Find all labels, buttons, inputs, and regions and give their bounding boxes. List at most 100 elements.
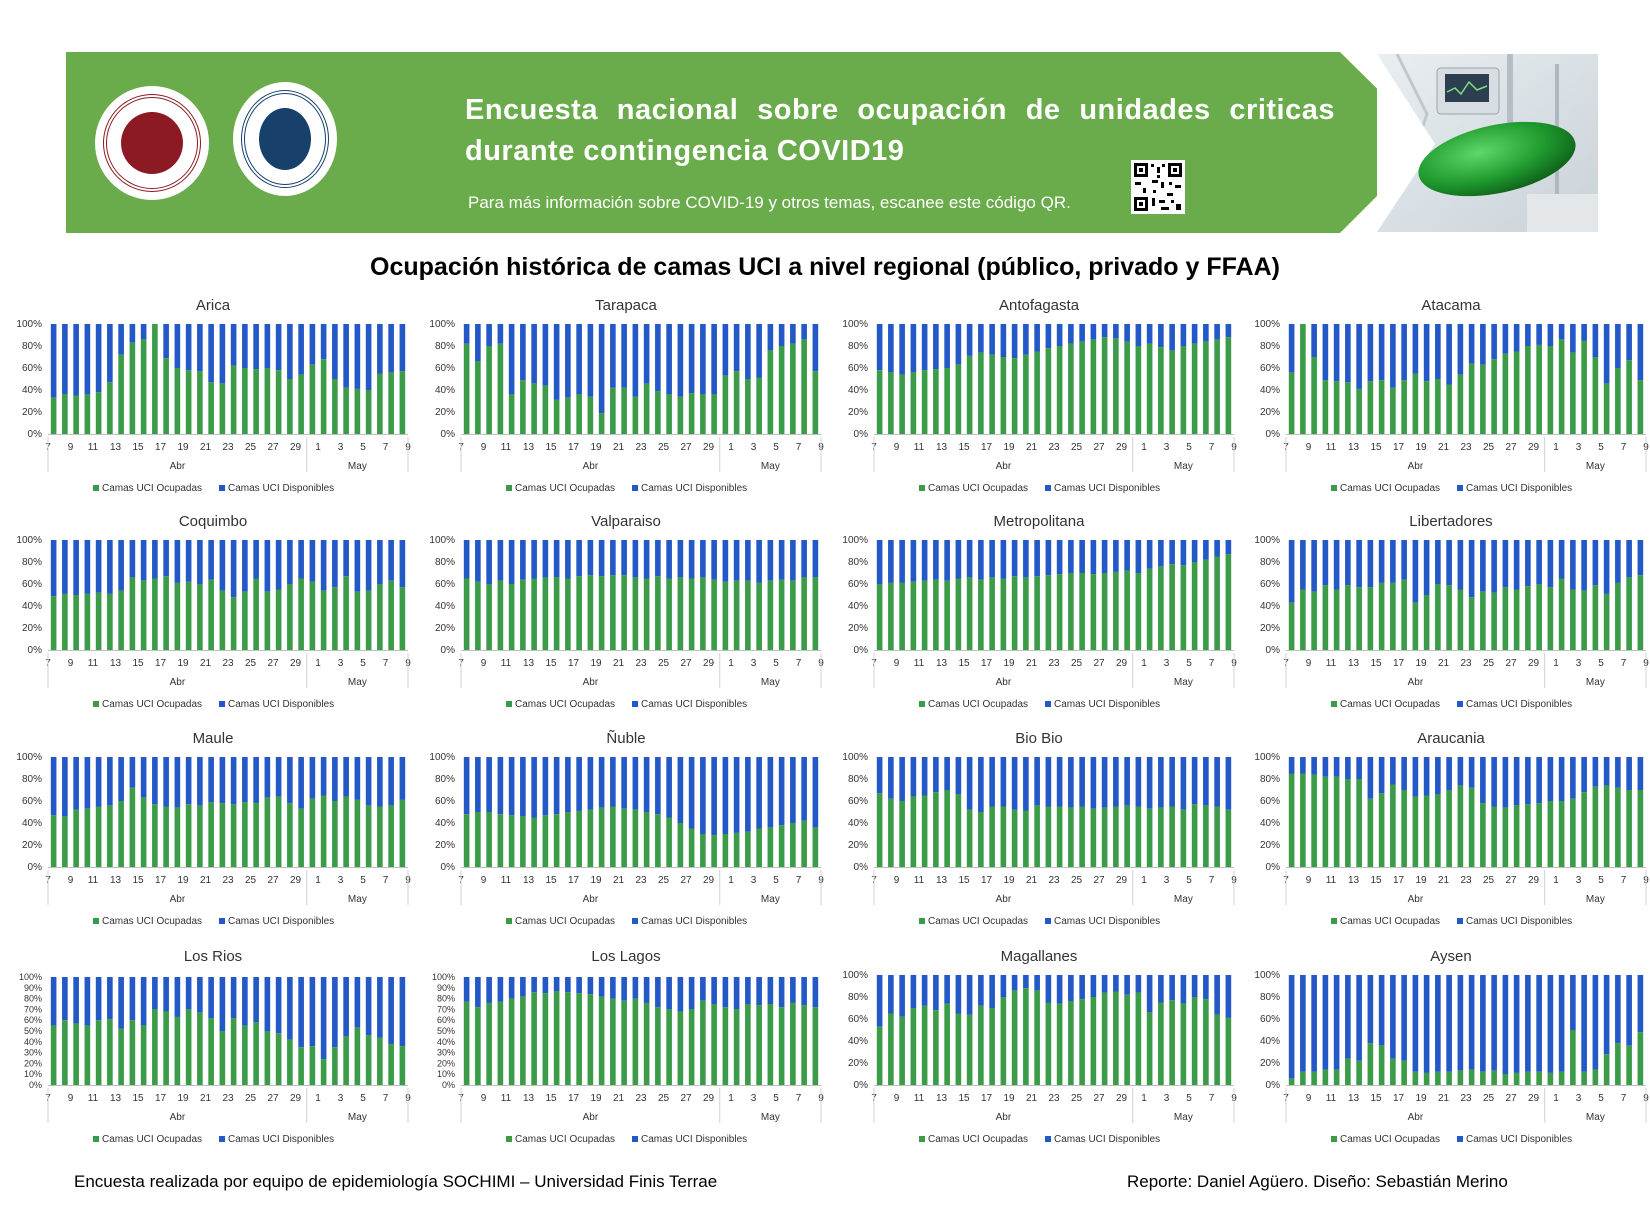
y-tick-label: 40% [435, 601, 455, 612]
bar-ocupadas [1158, 566, 1164, 650]
bar-disponibles [1191, 757, 1198, 805]
bar-disponibles [1288, 975, 1295, 1079]
legend-swatch-disponibles [1457, 701, 1463, 707]
bar-disponibles [745, 540, 751, 581]
bar-disponibles [508, 757, 515, 816]
bar-disponibles [1615, 540, 1621, 583]
x-tick-label: 25 [245, 658, 257, 669]
bar-ocupadas [778, 1007, 785, 1085]
bar-ocupadas [1570, 798, 1576, 867]
y-tick-label: 20% [435, 840, 455, 851]
x-tick-label: 29 [290, 442, 302, 453]
bar-ocupadas [677, 1011, 684, 1085]
chart-svg: Antofagasta0%20%40%60%80%100%79111315171… [842, 297, 1237, 494]
y-tick-label: 80% [22, 557, 42, 568]
bar-ocupadas [1491, 806, 1497, 867]
bar-ocupadas [95, 592, 102, 650]
x-tick-label: 11 [501, 442, 512, 453]
bar-ocupadas [767, 827, 774, 867]
bar-disponibles [118, 977, 124, 1029]
bar-disponibles [95, 977, 102, 1021]
y-tick-label: 20% [1260, 840, 1280, 851]
x-tick-label: 13 [1348, 875, 1360, 886]
bar-disponibles [1135, 757, 1142, 807]
x-tick-label: 29 [703, 442, 715, 453]
x-tick-label: 13 [1348, 658, 1360, 669]
bar-disponibles [1480, 975, 1486, 1072]
bar-disponibles [767, 977, 774, 1004]
bar-disponibles [388, 757, 394, 806]
bar-ocupadas [1581, 1071, 1587, 1085]
bar-disponibles [1401, 757, 1407, 790]
y-tick-label: 100% [1254, 319, 1280, 330]
x-tick-label: 17 [1393, 875, 1405, 886]
y-tick-label: 20% [1260, 623, 1280, 634]
bar-disponibles [989, 757, 995, 807]
bar-ocupadas [1135, 346, 1142, 434]
bar-ocupadas [1423, 1072, 1430, 1085]
y-tick-label: 0% [29, 1080, 42, 1090]
bar-disponibles [1502, 540, 1509, 588]
x-tick-label: 7 [383, 875, 389, 886]
x-group-label: Abr [1408, 461, 1424, 472]
bar-ocupadas [1513, 1072, 1520, 1085]
bar-ocupadas [1615, 368, 1621, 434]
x-tick-label: 9 [481, 442, 487, 453]
legend-label-disponibles: Camas UCI Disponibles [1054, 1134, 1160, 1145]
bar-disponibles [377, 540, 383, 584]
legend-swatch-disponibles [1457, 1136, 1463, 1142]
x-tick-label: 27 [267, 1093, 279, 1104]
bar-ocupadas [677, 577, 684, 650]
x-tick-label: 21 [613, 875, 625, 886]
qr-code-icon[interactable] [1131, 160, 1185, 214]
bar-ocupadas [801, 1005, 807, 1085]
bar-ocupadas [700, 577, 706, 650]
bar-disponibles [722, 757, 729, 834]
bar-ocupadas [377, 1037, 383, 1085]
bar-disponibles [598, 540, 605, 577]
bar-ocupadas [801, 339, 807, 434]
legend-label-ocupadas: Camas UCI Ocupadas [102, 916, 202, 927]
bar-disponibles [1045, 757, 1052, 807]
bar-disponibles [140, 324, 147, 340]
bar-disponibles [722, 540, 729, 582]
bar-ocupadas [944, 368, 950, 434]
legend-label-ocupadas: Camas UCI Ocupadas [102, 483, 202, 494]
bar-ocupadas [62, 1020, 68, 1085]
bar-ocupadas [486, 346, 492, 434]
bar-disponibles [711, 540, 717, 580]
bar-disponibles [888, 324, 894, 373]
x-tick-label: 25 [245, 442, 257, 453]
bar-ocupadas [989, 806, 995, 867]
y-tick-label: 100% [429, 752, 455, 763]
bar-disponibles [1603, 540, 1610, 594]
bar-disponibles [944, 324, 950, 368]
bar-disponibles [1225, 975, 1232, 1018]
chart-maule: Maule0%20%40%60%80%100%79111315171921232… [8, 729, 418, 934]
x-tick-label: 25 [245, 875, 257, 886]
bar-ocupadas [1214, 556, 1220, 650]
bar-disponibles [242, 540, 248, 592]
bar-ocupadas [343, 576, 349, 650]
bar-disponibles [1378, 540, 1385, 583]
bar-disponibles [197, 757, 203, 806]
chart-svg: Aysen0%20%40%60%80%100%79111315171921232… [1254, 948, 1649, 1145]
bar-disponibles [553, 324, 560, 400]
bar-disponibles [129, 757, 136, 788]
bar-ocupadas [756, 582, 762, 650]
bar-ocupadas [107, 382, 113, 434]
bar-disponibles [320, 757, 327, 796]
x-tick-label: 7 [383, 442, 389, 453]
bar-ocupadas [309, 581, 316, 650]
legend-swatch-disponibles [632, 701, 638, 707]
bar-ocupadas [1502, 1074, 1509, 1085]
bar-disponibles [910, 757, 917, 797]
bar-ocupadas [1214, 339, 1220, 434]
x-tick-label: 15 [958, 442, 970, 453]
x-group-label: Abr [1408, 677, 1424, 688]
bar-disponibles [1626, 324, 1632, 361]
bar-ocupadas [354, 388, 361, 434]
bar-disponibles [565, 977, 571, 993]
x-tick-label: 29 [1116, 658, 1128, 669]
x-tick-label: 5 [360, 875, 366, 886]
